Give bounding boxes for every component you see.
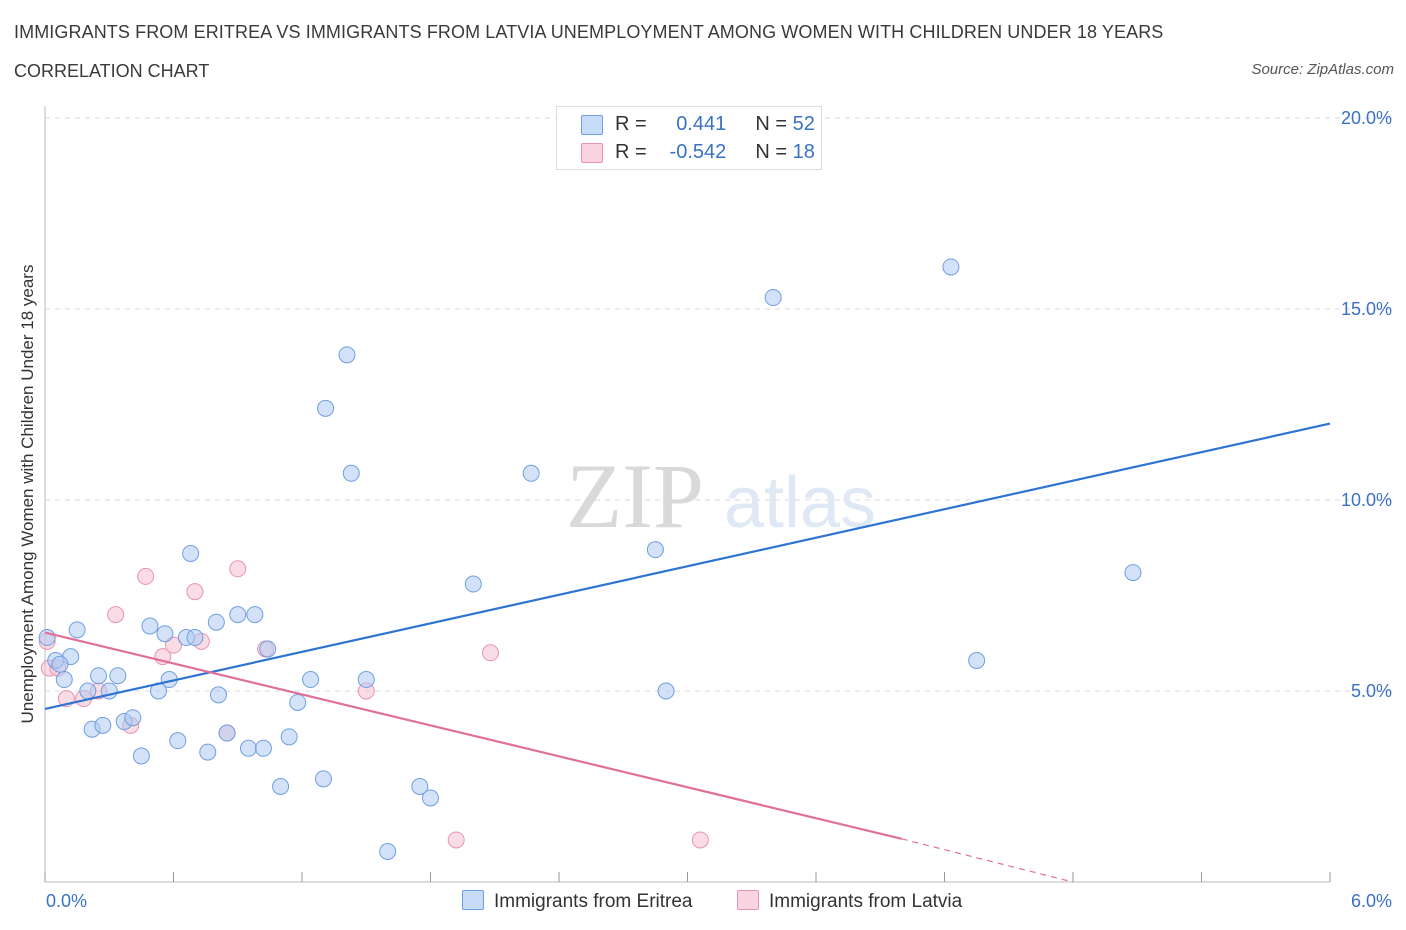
latvia-point (137, 567, 155, 585)
x-tick-label-max: 6.0% (1351, 891, 1392, 911)
latvia-point (481, 644, 499, 662)
n-label: N = (755, 141, 793, 163)
trendlines (44, 422, 1331, 883)
n-value: 52 (792, 113, 815, 135)
latvia-points (38, 560, 709, 849)
r-value: -0.542 (669, 141, 727, 163)
latvia-trendline-extension (901, 838, 1074, 883)
axes (44, 106, 1331, 883)
tick-labels: 5.0% 10.0% 15.0% 20.0% 0.0% 6.0% (46, 108, 1392, 911)
watermark-zip: ZIP (566, 445, 704, 547)
eritrea-point (522, 464, 540, 482)
eritrea-point (229, 606, 247, 624)
eritrea-point (411, 778, 429, 795)
eritrea-point (1124, 564, 1142, 582)
eritrea-point (90, 667, 108, 685)
eritrea-point (55, 671, 73, 689)
eritrea-point (942, 258, 960, 276)
eritrea-legend-swatch (462, 890, 484, 910)
eritrea-point (109, 667, 127, 685)
r-label: R = (615, 113, 653, 135)
n-value: 18 (792, 141, 815, 163)
eritrea-point (289, 693, 307, 711)
eritrea-point (314, 770, 332, 788)
stats-legend: R = 0.441 N = 52 R = -0.542 N = 18 (556, 106, 822, 170)
eritrea-point (342, 464, 360, 482)
y-axis-label: Unemployment Among Women with Children U… (18, 265, 37, 724)
legend-item-eritrea: Immigrants from Eritrea (462, 890, 692, 913)
eritrea-point (302, 671, 320, 689)
stats-text-latvia: R = -0.542 N = 18 (615, 141, 815, 164)
source-label: Source: ZipAtlas.com (1251, 61, 1394, 78)
chart-title: IMMIGRANTS FROM ERITREA VS IMMIGRANTS FR… (14, 22, 1164, 42)
eritrea-point (259, 640, 277, 658)
eritrea-point (207, 613, 225, 631)
eritrea-point (182, 544, 200, 562)
latvia-trendline (44, 631, 902, 840)
eritrea-point (968, 651, 986, 669)
y-tick-label: 10.0% (1341, 490, 1392, 510)
x-tick-label-min: 0.0% (46, 891, 87, 911)
eritrea-point (317, 399, 335, 417)
stats-text-eritrea: R = 0.441 N = 52 (615, 113, 815, 136)
eritrea-point (156, 625, 174, 643)
r-label: R = (615, 141, 653, 163)
eritrea-point (272, 778, 290, 795)
chart-subtitle: CORRELATION CHART (14, 61, 210, 81)
eritrea-point (764, 289, 782, 307)
latvia-point (447, 831, 465, 849)
eritrea-point (280, 728, 298, 746)
eritrea-point (186, 629, 204, 647)
eritrea-point (132, 747, 150, 765)
eritrea-trendline (44, 422, 1331, 711)
eritrea-swatch (581, 115, 603, 135)
eritrea-point (338, 346, 356, 364)
watermark: ZIP atlas (566, 445, 876, 547)
eritrea-point (646, 541, 664, 559)
grid (45, 117, 1395, 692)
eritrea-point (379, 842, 397, 860)
y-tick-label: 20.0% (1341, 108, 1392, 128)
y-tick-label: 15.0% (1341, 299, 1392, 319)
legend-label-latvia: Immigrants from Latvia (769, 891, 963, 912)
r-value: 0.441 (676, 113, 727, 135)
eritrea-point (422, 789, 439, 807)
eritrea-points (38, 258, 1142, 860)
eritrea-point (199, 743, 217, 761)
eritrea-point (79, 682, 97, 700)
eritrea-point (124, 709, 142, 727)
eritrea-point (51, 655, 69, 673)
eritrea-point (209, 686, 227, 704)
y-tick-label: 5.0% (1351, 681, 1392, 701)
eritrea-point (94, 716, 112, 734)
latvia-point (165, 636, 182, 654)
latvia-legend-swatch (737, 890, 759, 910)
n-label: N = (755, 113, 793, 135)
latvia-swatch (581, 143, 603, 163)
latvia-point (107, 606, 125, 624)
eritrea-point (254, 739, 272, 757)
eritrea-point (68, 621, 86, 639)
legend-item-latvia: Immigrants from Latvia (737, 890, 962, 913)
latvia-point (691, 831, 709, 849)
eritrea-point (464, 575, 482, 593)
eritrea-point (657, 682, 675, 700)
legend-label-eritrea: Immigrants from Eritrea (494, 891, 693, 912)
latvia-point (186, 583, 204, 601)
eritrea-point (169, 732, 187, 750)
eritrea-point (218, 724, 236, 742)
eritrea-point (357, 671, 375, 689)
watermark-atlas: atlas (724, 463, 876, 543)
eritrea-point (246, 606, 264, 624)
latvia-point (229, 560, 247, 578)
eritrea-point (239, 739, 257, 757)
eritrea-point (38, 629, 56, 647)
eritrea-point (141, 617, 159, 635)
